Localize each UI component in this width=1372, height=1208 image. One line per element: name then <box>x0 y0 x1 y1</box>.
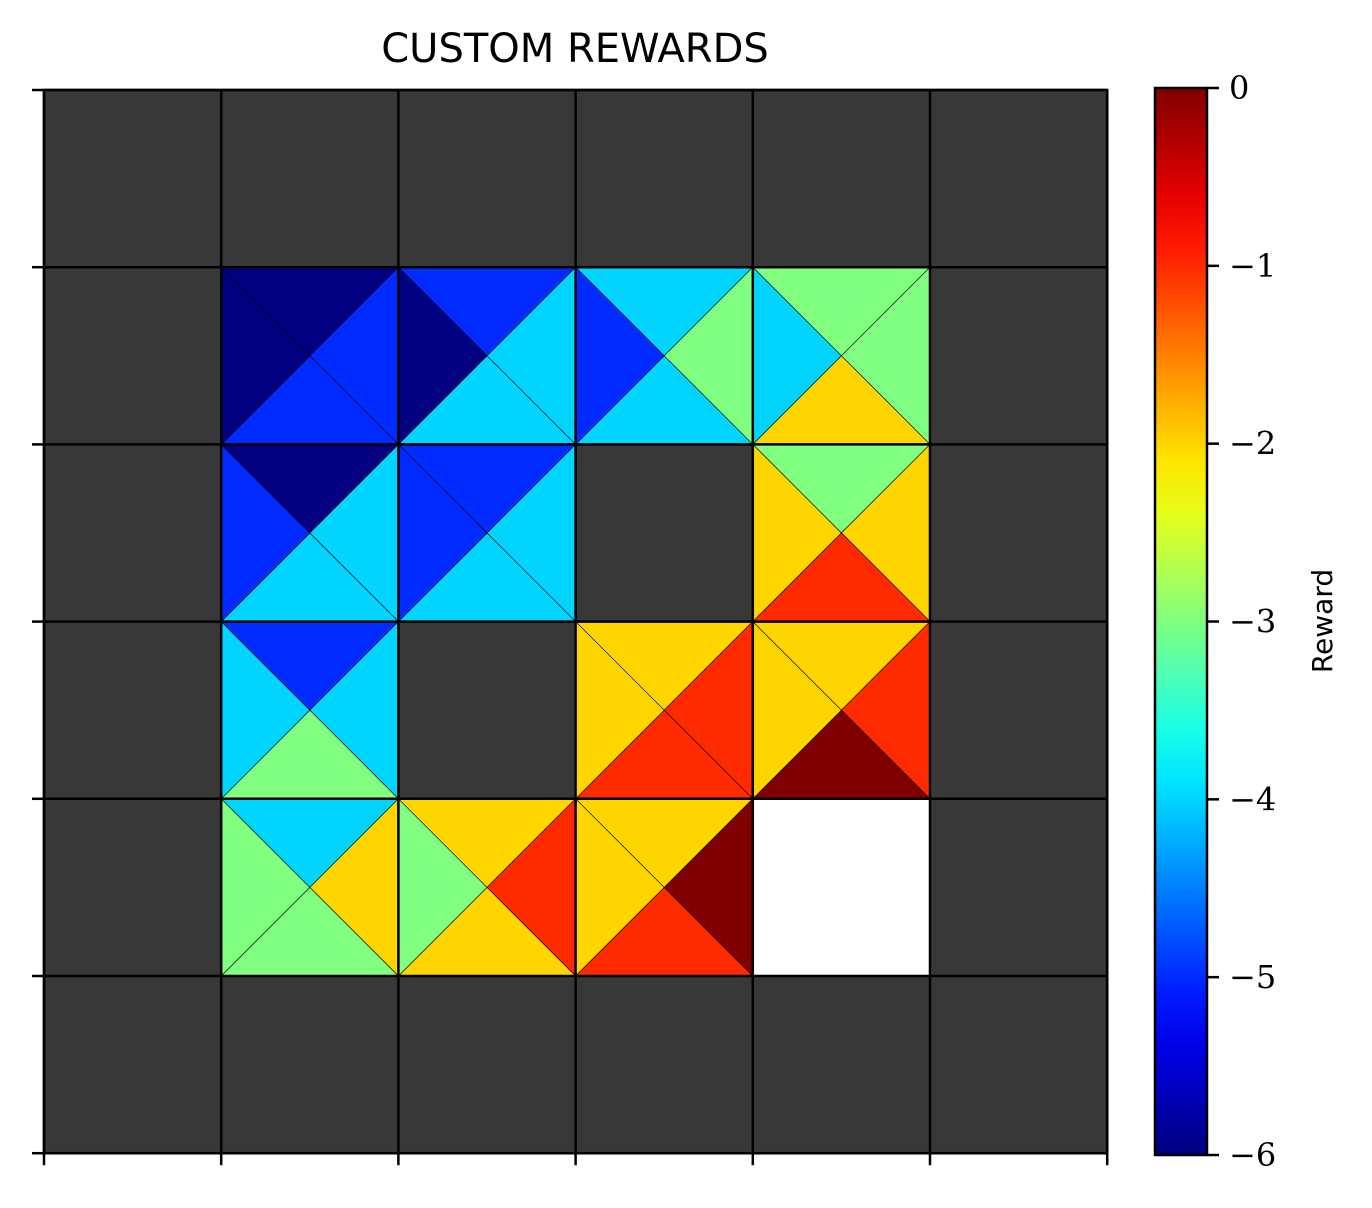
wall-cell <box>44 444 222 622</box>
wall-cell <box>44 976 222 1154</box>
state-cell <box>220 621 399 800</box>
colorbar-tick-label: −6 <box>1229 1136 1276 1174</box>
wall-cell <box>930 267 1108 445</box>
wall-cell <box>930 444 1108 622</box>
wall-cell <box>44 798 222 976</box>
wall-cell <box>575 444 753 622</box>
wall-cell <box>575 90 753 268</box>
wall-cell <box>221 90 399 268</box>
colorbar-gradient <box>1153 86 1209 1157</box>
wall-cell <box>44 90 222 268</box>
wall-cell <box>930 798 1108 976</box>
state-cell <box>398 444 576 622</box>
colorbar: 0 −1 −2 −3 −4 −5 −6 <box>1153 69 1276 1174</box>
grid-cells <box>44 90 1108 1154</box>
chart-title: CUSTOM REWARDS <box>381 26 769 72</box>
wall-cell <box>44 267 222 445</box>
wall-cell <box>930 621 1108 799</box>
state-cell <box>752 444 931 622</box>
colorbar-tick-label: −2 <box>1229 425 1276 463</box>
state-cell <box>220 798 399 977</box>
wall-cell <box>752 976 930 1154</box>
wall-cell <box>398 621 576 799</box>
wall-cell <box>44 621 222 799</box>
wall-cell <box>221 976 399 1154</box>
wall-cell <box>930 976 1108 1154</box>
colorbar-tick-label: 0 <box>1229 69 1249 107</box>
state-cell <box>220 266 399 445</box>
state-cell <box>752 266 931 445</box>
wall-cell <box>575 976 753 1154</box>
state-cell <box>575 798 754 977</box>
goal-cell <box>752 798 930 976</box>
axis-ticks <box>32 88 1109 1166</box>
state-cell <box>398 798 576 977</box>
colorbar-tick-label: −4 <box>1229 780 1276 818</box>
state-cell <box>575 266 754 445</box>
wall-cell <box>752 90 930 268</box>
colorbar-tick-label: −3 <box>1229 603 1276 641</box>
state-cell <box>398 266 576 445</box>
state-cell <box>220 444 399 622</box>
wall-cell <box>398 976 576 1154</box>
state-cell <box>752 621 931 800</box>
colorbar-tick-label: −5 <box>1229 958 1276 996</box>
colorbar-label: Reward <box>1306 569 1339 673</box>
colorbar-tick-label: −1 <box>1229 247 1276 285</box>
wall-cell <box>398 90 576 268</box>
state-cell <box>575 621 754 800</box>
wall-cell <box>930 90 1108 268</box>
